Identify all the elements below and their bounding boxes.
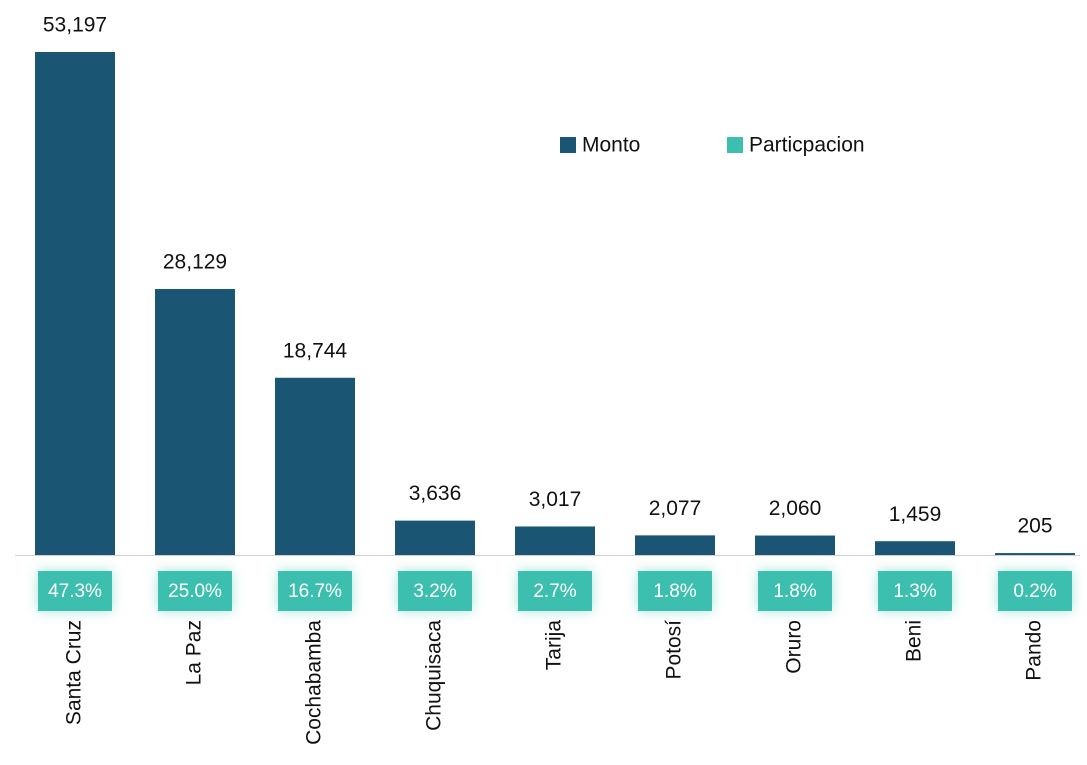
x-tick-label: La Paz — [183, 620, 206, 685]
participation-box — [998, 571, 1072, 611]
bar — [515, 526, 595, 555]
bar — [995, 553, 1075, 555]
value-label: 1,459 — [889, 503, 942, 526]
bar — [635, 535, 715, 555]
bar — [755, 535, 835, 555]
bar — [275, 377, 355, 555]
participation-label: 2.7% — [533, 581, 576, 602]
legend-swatch — [727, 137, 743, 153]
bar — [875, 541, 955, 555]
x-tick-label: Tarija — [543, 620, 566, 671]
x-tick-label: Potosí — [663, 620, 686, 680]
value-label: 2,060 — [769, 497, 822, 520]
participation-label: 16.7% — [288, 581, 342, 602]
participation-label: 3.2% — [413, 581, 456, 602]
value-label: 205 — [1017, 515, 1052, 538]
participation-box — [878, 571, 952, 611]
legend-label: Particpacion — [749, 134, 865, 157]
participation-box — [758, 571, 832, 611]
x-tick-label: Santa Cruz — [63, 620, 86, 725]
participation-label: 25.0% — [168, 581, 222, 602]
value-label: 2,077 — [649, 497, 702, 520]
participation-label: 0.2% — [1013, 581, 1056, 602]
x-tick-label: Beni — [903, 620, 926, 662]
value-label: 28,129 — [163, 251, 227, 274]
value-label: 3,636 — [409, 482, 462, 505]
x-tick-label: Chuquisaca — [423, 620, 446, 731]
legend-swatch — [560, 137, 576, 153]
participation-box — [518, 571, 592, 611]
participation-box — [38, 571, 112, 611]
value-label: 3,017 — [529, 488, 582, 511]
value-label: 18,744 — [283, 339, 348, 362]
legend-label: Monto — [582, 134, 640, 157]
participation-box — [158, 571, 232, 611]
bar — [395, 520, 475, 555]
bar — [155, 289, 235, 555]
bar — [35, 52, 115, 555]
participation-label: 1.8% — [773, 581, 816, 602]
value-label: 53,197 — [43, 14, 107, 37]
x-tick-label: Cochabamba — [303, 620, 326, 745]
participation-label: 1.3% — [893, 581, 936, 602]
x-tick-label: Oruro — [783, 620, 806, 674]
x-tick-label: Pando — [1023, 620, 1046, 681]
participation-box — [638, 571, 712, 611]
participation-label: 1.8% — [653, 581, 696, 602]
participation-box — [278, 571, 352, 611]
participation-label: 47.3% — [48, 581, 102, 602]
participation-box — [398, 571, 472, 611]
